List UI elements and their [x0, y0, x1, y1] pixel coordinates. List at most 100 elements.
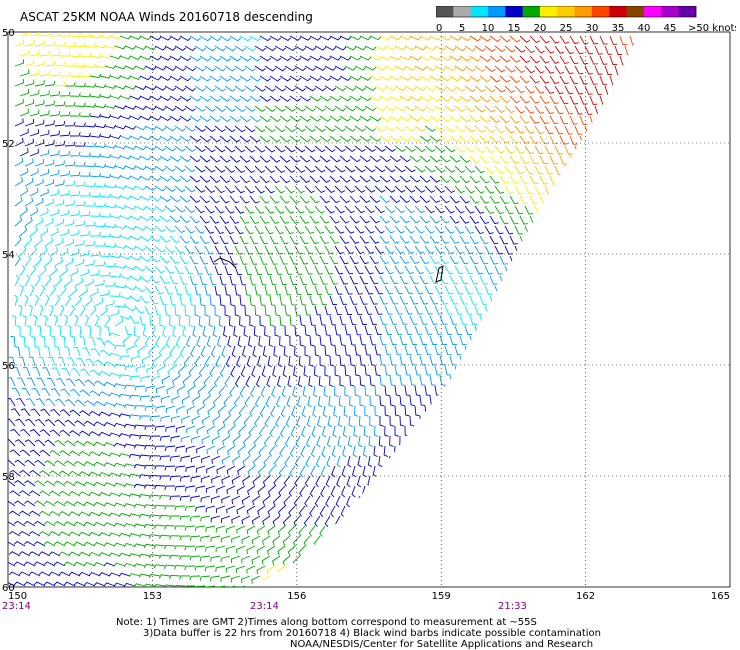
wind-barb	[690, 56, 695, 66]
wind-barb	[84, 143, 97, 148]
wind-barb	[474, 325, 482, 336]
wind-barb	[675, 516, 681, 526]
wind-barb	[179, 175, 191, 183]
wind-barb	[504, 385, 510, 397]
wind-barb	[349, 375, 355, 387]
wind-barb	[538, 415, 543, 428]
wind-barb	[673, 306, 676, 317]
wind-barb	[544, 145, 554, 155]
wind-barb	[262, 495, 271, 506]
wind-barb	[459, 195, 470, 204]
wind-barb	[287, 545, 296, 556]
wind-barb	[232, 435, 241, 446]
wind-barb	[429, 395, 436, 407]
wind-barb	[564, 285, 570, 297]
wind-barb	[63, 561, 76, 567]
wind-barb	[89, 33, 102, 39]
wind-barb	[24, 520, 36, 527]
wind-barb	[44, 419, 56, 427]
wind-barb	[103, 381, 116, 387]
wind-barb	[339, 35, 352, 41]
wind-barb	[42, 367, 51, 377]
wind-barb	[61, 367, 71, 377]
wind-barb	[507, 515, 512, 528]
wind-barb	[684, 226, 688, 237]
wind-barb	[724, 166, 728, 177]
wind-barb	[180, 435, 191, 443]
wind-barb	[419, 395, 426, 407]
wind-barb	[604, 125, 612, 136]
wind-barb	[417, 535, 422, 548]
wind-barb	[524, 105, 535, 114]
wind-barb	[587, 415, 592, 428]
wind-barb	[674, 206, 678, 217]
wind-barb	[349, 235, 360, 244]
wind-barb	[324, 555, 331, 567]
wind-barb	[678, 276, 681, 287]
wind-barb	[264, 85, 276, 92]
wind-barb	[253, 325, 259, 337]
wind-barb	[549, 215, 557, 225]
wind-barb	[49, 32, 61, 37]
wind-barb	[494, 85, 506, 93]
wind-barb	[504, 45, 516, 53]
wind-barb	[560, 565, 566, 578]
wind-barb	[19, 108, 29, 117]
wind-barb	[114, 284, 127, 289]
wind-barb	[539, 375, 544, 387]
wind-barb	[429, 155, 441, 163]
wind-barb	[419, 295, 429, 305]
wind-barb	[725, 496, 730, 507]
wind-barb	[339, 295, 348, 305]
wind-barb	[88, 551, 101, 557]
wind-barb	[569, 335, 574, 347]
wind-barb	[113, 383, 126, 388]
wind-barb	[429, 455, 434, 467]
wind-barb	[309, 295, 317, 306]
wind-barb	[509, 215, 519, 225]
wind-barb	[275, 395, 281, 408]
wind-barb	[479, 235, 489, 245]
wind-barb	[164, 525, 176, 530]
wind-barb	[428, 495, 433, 508]
wind-barb	[386, 555, 391, 568]
wind-barb	[604, 105, 612, 116]
wind-barb	[528, 415, 534, 427]
wind-barb	[29, 226, 38, 237]
wind-barb	[169, 95, 181, 102]
wind-barb	[599, 75, 608, 85]
wind-barb	[634, 165, 640, 177]
wind-barb	[409, 275, 419, 285]
wind-barb	[94, 203, 107, 208]
wind-barb	[709, 546, 715, 556]
wind-barb	[524, 145, 534, 155]
wind-barb	[344, 555, 351, 567]
wind-barb	[129, 55, 142, 60]
wind-barb	[650, 466, 655, 477]
wind-barb	[133, 503, 146, 508]
wind-barb	[53, 500, 66, 507]
wind-barb	[589, 55, 598, 65]
wind-barb	[159, 495, 171, 500]
wind-barb	[579, 255, 585, 267]
wind-barb	[604, 45, 613, 55]
wind-barb	[227, 445, 236, 456]
wind-barb	[109, 194, 122, 199]
wind-barb	[459, 35, 472, 42]
wind-barb	[384, 145, 396, 152]
wind-barb	[235, 585, 246, 587]
wind-barb	[624, 205, 630, 217]
wind-barb	[632, 325, 637, 338]
wind-barb	[226, 525, 236, 534]
wind-barb	[527, 495, 532, 508]
wind-barb	[33, 541, 46, 547]
wind-barb	[63, 581, 76, 587]
wind-barb	[216, 335, 222, 348]
wind-barb	[364, 365, 371, 377]
wind-barb	[662, 366, 665, 377]
wind-barb	[537, 475, 542, 488]
wind-barb	[429, 315, 438, 325]
wind-barb	[309, 35, 322, 41]
wind-barb	[319, 235, 329, 245]
wind-barb	[679, 586, 685, 596]
